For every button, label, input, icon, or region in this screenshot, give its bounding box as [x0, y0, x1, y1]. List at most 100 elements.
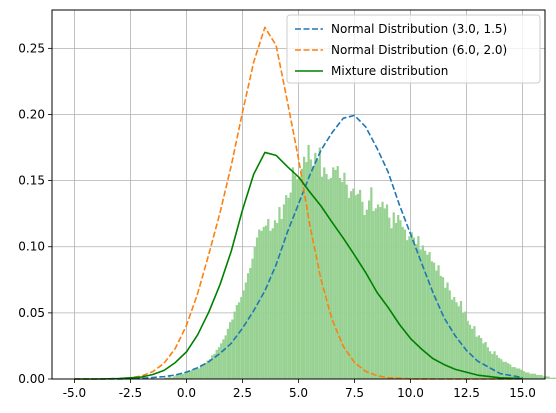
histogram-bar	[222, 339, 225, 379]
histogram-bar	[341, 181, 344, 379]
histogram-bar	[323, 167, 326, 379]
histogram-bar	[464, 311, 467, 379]
histogram-bar	[262, 226, 265, 379]
histogram-bar	[199, 365, 203, 379]
histogram-bar	[231, 319, 234, 379]
histogram-bar	[220, 343, 223, 379]
histogram-bar	[446, 282, 449, 379]
legend-label-1: Normal Distribution (3.0, 1.5)	[331, 22, 507, 36]
histogram-bar	[211, 355, 214, 379]
histogram-bar	[166, 377, 169, 379]
histogram-bar	[522, 371, 525, 379]
histogram-bar	[202, 364, 205, 379]
histogram-bar	[506, 363, 510, 379]
histogram-bar	[224, 335, 227, 379]
histogram-bar	[276, 222, 279, 379]
histogram-bar	[524, 372, 528, 379]
histogram-bar	[311, 166, 315, 379]
histogram-bar	[450, 299, 454, 379]
histogram-bar	[462, 312, 465, 379]
histogram-bar	[264, 225, 268, 379]
legend-label-3: Mixture distribution	[331, 64, 448, 78]
histogram-bar	[291, 167, 295, 379]
y-tick-label: 0.25	[18, 41, 45, 55]
histogram-bar	[294, 175, 297, 379]
histogram-bar	[468, 324, 472, 379]
histogram-bar	[278, 207, 281, 379]
histogram-bar	[179, 373, 182, 379]
histogram-bar	[471, 328, 474, 379]
histogram-bar	[392, 212, 395, 379]
histogram-bar	[515, 368, 519, 379]
histogram-bar	[208, 359, 212, 379]
histogram-bar	[307, 144, 310, 379]
histogram-bar	[334, 170, 337, 379]
histogram-bar	[502, 361, 505, 379]
histogram-bar	[509, 364, 512, 379]
histogram-bar	[415, 244, 418, 379]
histogram-bar	[406, 240, 409, 379]
histogram-bar	[435, 270, 438, 379]
histogram-bar	[359, 189, 362, 379]
histogram-bar	[343, 172, 346, 379]
histogram-bar	[538, 375, 541, 379]
histogram-bar	[184, 372, 187, 379]
histogram-bar	[376, 204, 380, 379]
histogram-bar	[226, 328, 230, 379]
histogram-bar	[455, 302, 458, 379]
series-line-2	[74, 26, 523, 380]
histogram-bar	[484, 341, 487, 379]
histogram-bar	[439, 275, 442, 379]
histogram-bar	[432, 262, 436, 379]
histogram-bar	[298, 176, 301, 379]
x-tick-label: 7.5	[345, 386, 364, 400]
histogram-bar	[457, 306, 460, 379]
histogram-bar	[549, 377, 552, 379]
histogram-bar	[320, 176, 324, 379]
histogram-bar	[518, 368, 521, 379]
histogram-bar	[282, 204, 286, 379]
histogram-bar	[253, 246, 256, 379]
histogram-bar	[327, 179, 330, 379]
histogram-bar	[372, 211, 375, 379]
histogram-bar	[271, 228, 274, 379]
histogram-bar	[473, 326, 476, 379]
histogram-bar	[316, 159, 319, 379]
histogram-bar	[206, 360, 209, 379]
histogram-bar	[350, 191, 353, 379]
histogram-bar	[419, 249, 422, 379]
histogram-bar	[536, 375, 539, 379]
histogram-bar	[314, 152, 317, 379]
histogram-bar	[394, 222, 398, 379]
series-line-1	[74, 114, 523, 380]
histogram-bar	[235, 304, 238, 379]
histogram-bar	[511, 367, 514, 379]
histogram-bar	[296, 179, 299, 379]
y-tick-label: 0.00	[18, 372, 45, 386]
histogram-bar	[217, 347, 221, 379]
y-axis: 0.00 0.05 0.10 0.15 0.20 0.25	[18, 41, 52, 386]
histogram-bar	[233, 311, 236, 379]
y-tick-label: 0.15	[18, 174, 45, 188]
histogram-bar	[285, 195, 288, 379]
histogram-bar	[193, 369, 196, 379]
histogram-bar	[170, 377, 174, 379]
histogram-bar	[453, 297, 456, 379]
histogram-bar	[527, 372, 530, 379]
x-tick-label: 2.5	[233, 386, 252, 400]
histogram-bar	[242, 290, 245, 379]
histogram-bar	[495, 355, 498, 379]
histogram-bar	[430, 261, 433, 379]
histogram-bar	[190, 369, 194, 379]
histogram-bar	[173, 376, 176, 379]
histogram-bar	[345, 184, 348, 379]
histogram-bar	[381, 201, 384, 379]
x-tick-label: -5.0	[63, 386, 86, 400]
histogram-bar	[408, 236, 411, 379]
histogram-bar	[246, 273, 250, 379]
x-axis: -5.0 -2.5 0.0 2.5 5.0 7.5 10.0 12.5 15.0	[63, 379, 536, 400]
histogram-bar	[520, 369, 523, 379]
histogram-bar	[486, 347, 489, 379]
histogram-bar	[417, 236, 420, 379]
x-tick-label: 10.0	[397, 386, 424, 400]
